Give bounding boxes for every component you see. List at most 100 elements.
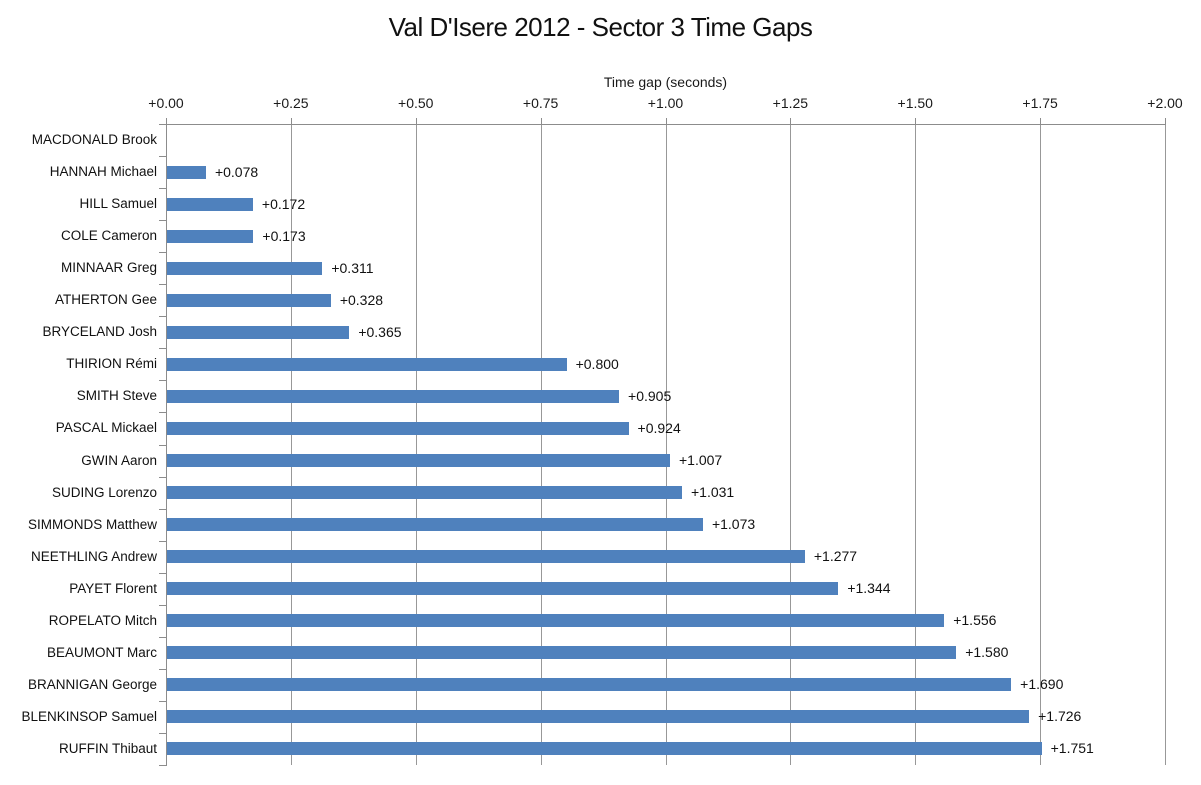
gridline <box>290 124 292 765</box>
x-axis-tick-mark <box>166 118 167 124</box>
gridline <box>540 124 542 765</box>
gridline <box>1165 124 1166 765</box>
category-label: RUFFIN Thibaut <box>58 740 157 756</box>
category-label: BRANNIGAN George <box>27 676 157 692</box>
x-axis-tick-label: +1.75 <box>1022 95 1058 111</box>
bar-value-label: +1.580 <box>965 644 1009 661</box>
bar-value-label: +0.172 <box>261 195 306 212</box>
category-tick-mark <box>159 604 166 606</box>
category-tick-mark <box>159 700 166 702</box>
chart-title: Val D'Isere 2012 - Sector 3 Time Gaps <box>388 12 813 42</box>
gridline <box>790 124 792 765</box>
x-axis-tick-label: +1.25 <box>772 95 809 111</box>
category-tick-mark <box>159 572 166 574</box>
category-tick-mark <box>159 540 166 542</box>
bar-value-label: +0.924 <box>637 419 681 436</box>
bar-value-label: +1.007 <box>678 452 723 469</box>
bar <box>167 518 703 532</box>
category-tick-mark <box>159 188 166 190</box>
bar <box>167 389 620 403</box>
category-tick-mark <box>159 348 166 350</box>
bar <box>167 678 1012 692</box>
category-tick-mark <box>159 476 166 478</box>
category-tick-mark <box>159 412 166 414</box>
bar-value-label: +0.311 <box>331 259 374 276</box>
bar <box>167 165 206 179</box>
category-label: BRYCELAND Josh <box>42 324 157 340</box>
x-axis-tick-mark <box>415 118 417 124</box>
x-axis-line <box>166 124 1166 125</box>
x-axis-tick-mark <box>290 118 292 124</box>
bar-value-label: +1.556 <box>953 612 997 629</box>
bar <box>167 197 253 211</box>
x-axis-title: Time gap (seconds) <box>603 74 728 90</box>
category-label: NEETHLING Andrew <box>30 548 157 564</box>
category-tick-mark <box>159 444 166 446</box>
bar <box>167 742 1042 756</box>
category-label: BLENKINSOP Samuel <box>21 708 157 724</box>
category-label: PASCAL Mickael <box>55 420 157 436</box>
category-label: ROPELATO Mitch <box>48 612 157 628</box>
x-axis-tick-mark <box>1165 118 1166 124</box>
x-axis-tick-mark <box>915 118 917 124</box>
bar-value-label: +1.751 <box>1050 740 1094 757</box>
gridline <box>1040 124 1042 765</box>
category-tick-mark <box>159 220 166 222</box>
x-axis-tick-label: +0.75 <box>522 95 559 111</box>
category-label: GWIN Aaron <box>81 452 157 468</box>
x-axis-tick-mark <box>790 118 792 124</box>
bar-value-label: +0.800 <box>575 355 619 372</box>
bar <box>167 486 682 500</box>
gridline <box>415 124 417 765</box>
category-tick-mark <box>159 316 166 318</box>
bar-value-label: +1.726 <box>1038 708 1082 725</box>
bar <box>167 582 839 596</box>
bar <box>167 646 957 660</box>
y-axis-line <box>166 124 167 766</box>
x-axis-tick-label: +0.25 <box>273 95 309 111</box>
category-tick-mark <box>159 252 166 254</box>
bar-value-label: +1.031 <box>690 484 735 501</box>
category-label: COLE Cameron <box>60 228 157 244</box>
category-tick-mark <box>159 668 166 670</box>
x-axis-tick-label: +0.50 <box>398 95 434 111</box>
category-tick-mark <box>159 380 166 382</box>
category-tick-mark <box>159 732 166 734</box>
category-tick-mark <box>159 765 166 766</box>
bar <box>167 710 1030 724</box>
category-label: ATHERTON Gee <box>54 292 157 308</box>
category-tick-mark <box>159 284 166 286</box>
x-axis-tick-label: +0.00 <box>148 95 184 111</box>
bar <box>167 261 323 275</box>
bar <box>167 229 254 243</box>
category-tick-mark <box>159 156 166 158</box>
category-label: HILL Samuel <box>79 196 157 212</box>
bar-value-label: +1.277 <box>813 548 858 565</box>
category-label: PAYET Florent <box>69 580 157 596</box>
category-tick-mark <box>159 124 166 125</box>
category-label: SMITH Steve <box>76 388 157 404</box>
bar <box>167 325 350 339</box>
category-label: BEAUMONT Marc <box>46 644 157 660</box>
bar-value-label: +0.173 <box>262 227 306 244</box>
bar-value-label: +0.328 <box>339 291 384 308</box>
x-axis-tick-mark <box>665 118 667 124</box>
bar <box>167 614 945 628</box>
category-label: THIRION Rémi <box>66 356 157 372</box>
bar <box>167 421 629 435</box>
bar-value-label: +0.078 <box>214 163 259 180</box>
bar-value-label: +0.365 <box>358 323 402 340</box>
bar <box>167 550 805 564</box>
category-label: MINNAAR Greg <box>60 260 157 276</box>
bar-value-label: +0.905 <box>628 387 672 404</box>
gridline <box>915 124 917 765</box>
category-tick-mark <box>159 508 166 510</box>
category-label: SUDING Lorenzo <box>51 484 157 500</box>
gridline <box>665 124 667 765</box>
bar <box>167 293 331 307</box>
x-axis-tick-label: +1.00 <box>647 95 684 111</box>
category-label: HANNAH Michael <box>49 164 157 180</box>
category-label: SIMMONDS Matthew <box>27 516 157 532</box>
x-axis-tick-label: +2.00 <box>1147 95 1183 111</box>
